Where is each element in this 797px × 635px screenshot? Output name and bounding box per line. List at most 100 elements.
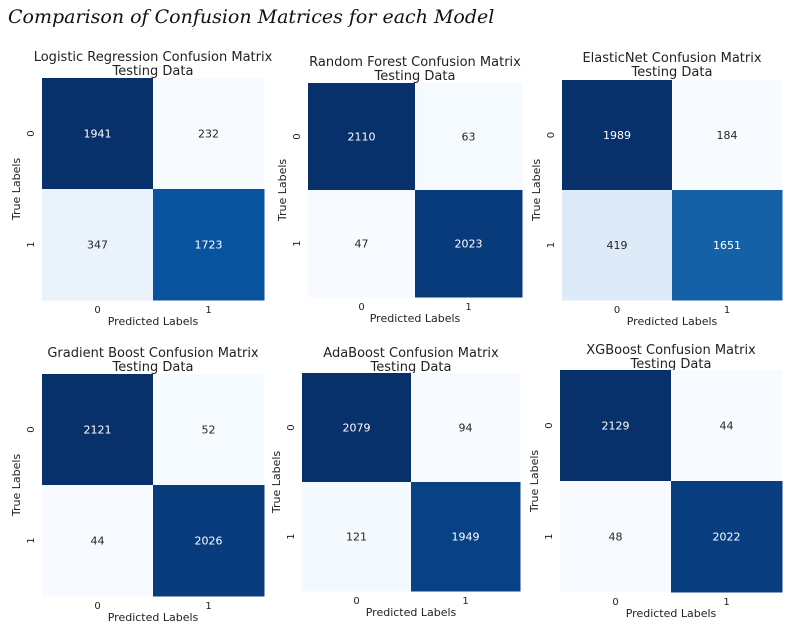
cell-value-0-1: 63 <box>462 131 476 144</box>
x-tick-label: 1 <box>462 596 468 607</box>
heatmap-cell-1-1 <box>415 190 523 298</box>
cell-value-0-1: 184 <box>717 129 738 142</box>
heatmap-cell-0-1 <box>153 374 265 486</box>
confusion-matrix-1: Logistic Regression Confusion MatrixTest… <box>10 50 273 328</box>
heatmap-cell-0-1 <box>415 83 523 191</box>
cell-value-0-0: 2121 <box>84 424 112 437</box>
x-axis-label: Predicted Labels <box>108 611 199 624</box>
chart-subtitle: Testing Data <box>631 65 713 80</box>
y-tick-label: 0 <box>286 424 297 430</box>
x-tick-label: 0 <box>94 601 100 612</box>
cell-value-1-1: 1651 <box>713 239 741 252</box>
cell-value-1-0: 419 <box>607 239 628 252</box>
heatmap-cell-0-0 <box>302 373 412 483</box>
x-tick-label: 0 <box>353 596 359 607</box>
heatmap-cell-1-0 <box>562 190 673 301</box>
cell-value-1-1: 2023 <box>455 238 483 251</box>
x-tick-label: 1 <box>465 302 471 313</box>
y-tick-label: 1 <box>546 242 557 248</box>
heatmap-cell-1-1 <box>672 190 783 301</box>
chart-subtitle: Testing Data <box>370 360 452 375</box>
x-axis-label: Predicted Labels <box>370 312 461 325</box>
chart-title: Logistic Regression Confusion Matrix <box>34 50 273 65</box>
heatmap-cell-0-0 <box>308 83 416 191</box>
cell-value-0-0: 2129 <box>602 420 630 433</box>
y-tick-label: 0 <box>26 130 37 136</box>
y-tick-label: 1 <box>26 537 37 543</box>
chart-title: XGBoost Confusion Matrix <box>586 343 756 358</box>
y-axis-label: True Labels <box>10 454 23 518</box>
y-axis-label: True Labels <box>10 158 23 222</box>
heatmap-cell-1-0 <box>42 485 154 597</box>
cell-value-0-1: 44 <box>720 420 734 433</box>
heatmap-cell-1-0 <box>302 482 412 592</box>
cell-value-1-1: 1723 <box>195 239 223 252</box>
y-tick-label: 1 <box>286 533 297 539</box>
x-tick-label: 0 <box>94 305 100 316</box>
heatmap-cell-1-0 <box>42 189 154 301</box>
x-tick-label: 0 <box>358 302 364 313</box>
cell-value-0-1: 232 <box>198 128 219 141</box>
cell-value-1-1: 1949 <box>452 531 480 544</box>
chart-subtitle: Testing Data <box>112 64 194 79</box>
heatmap-cell-0-1 <box>411 373 521 483</box>
cell-value-1-0: 347 <box>87 239 108 252</box>
heatmap-cell-0-0 <box>42 374 154 486</box>
heatmap-cell-0-0 <box>562 80 673 191</box>
cell-value-0-0: 2079 <box>343 422 371 435</box>
x-axis-label: Predicted Labels <box>366 606 457 619</box>
y-axis-label: True Labels <box>530 159 543 223</box>
x-tick-label: 1 <box>205 305 211 316</box>
figure-title: Comparison of Confusion Matrices for eac… <box>8 6 495 28</box>
heatmap-cell-1-1 <box>671 481 783 593</box>
heatmap-cell-0-0 <box>560 370 672 482</box>
chart-title: Random Forest Confusion Matrix <box>309 55 521 70</box>
chart-subtitle: Testing Data <box>374 69 456 84</box>
cell-value-0-1: 52 <box>202 424 216 437</box>
chart-subtitle: Testing Data <box>630 357 712 372</box>
y-tick-label: 1 <box>544 533 555 539</box>
x-axis-label: Predicted Labels <box>626 607 717 620</box>
heatmap-cell-1-1 <box>153 485 265 597</box>
chart-title: Gradient Boost Confusion Matrix <box>47 346 259 361</box>
cell-value-1-0: 47 <box>355 238 369 251</box>
y-tick-label: 0 <box>26 426 37 432</box>
heatmap-cell-1-1 <box>411 482 521 592</box>
heatmap-cell-0-0 <box>42 78 154 190</box>
y-axis-label: True Labels <box>270 451 283 515</box>
heatmap-cell-1-0 <box>308 190 416 298</box>
x-axis-label: Predicted Labels <box>108 315 199 328</box>
y-tick-label: 1 <box>26 241 37 247</box>
chart-subtitle: Testing Data <box>112 360 194 375</box>
cell-value-1-0: 44 <box>91 535 105 548</box>
heatmap-cell-0-1 <box>153 78 265 190</box>
cell-value-0-0: 1941 <box>84 128 112 141</box>
cell-value-1-1: 2022 <box>713 531 741 544</box>
cell-value-1-0: 48 <box>609 531 623 544</box>
cell-value-1-0: 121 <box>346 531 367 544</box>
heatmap-cell-0-1 <box>671 370 783 482</box>
y-axis-label: True Labels <box>528 450 541 514</box>
x-tick-label: 0 <box>612 597 618 608</box>
heatmap-cell-0-1 <box>672 80 783 191</box>
y-axis-label: True Labels <box>276 159 289 223</box>
chart-title: AdaBoost Confusion Matrix <box>323 346 499 361</box>
y-tick-label: 1 <box>292 240 303 246</box>
cell-value-0-1: 94 <box>459 422 473 435</box>
chart-title: ElasticNet Confusion Matrix <box>582 51 761 66</box>
x-tick-label: 1 <box>205 601 211 612</box>
y-tick-label: 0 <box>546 132 557 138</box>
x-tick-label: 1 <box>723 597 729 608</box>
cell-value-0-0: 2110 <box>348 131 376 144</box>
heatmap-cell-1-1 <box>153 189 265 301</box>
x-tick-label: 1 <box>724 305 730 316</box>
x-axis-label: Predicted Labels <box>627 315 718 328</box>
x-tick-label: 0 <box>614 305 620 316</box>
y-tick-label: 0 <box>544 422 555 428</box>
